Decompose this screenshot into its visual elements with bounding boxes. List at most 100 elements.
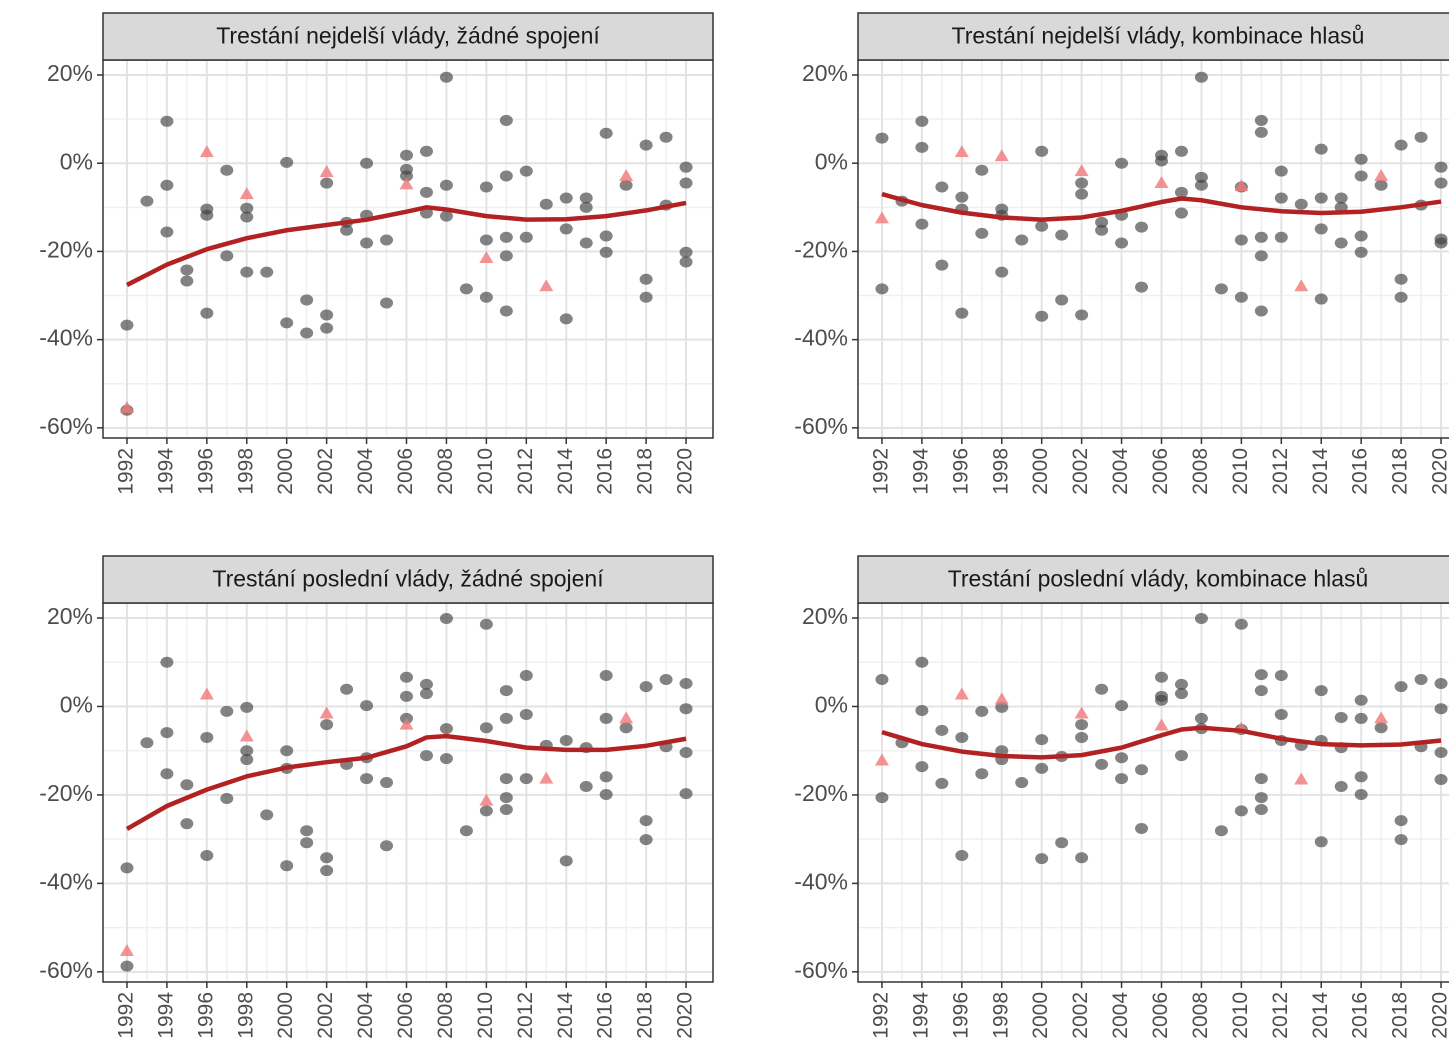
circle-point (1294, 198, 1308, 210)
circle-point (1394, 815, 1408, 827)
x-tick-label: 1994 (909, 448, 932, 495)
x-tick-label: 1992 (870, 992, 893, 1039)
x-tick-label: 2014 (554, 448, 577, 495)
y-tick-label: -20% (39, 780, 93, 806)
circle-point (1394, 291, 1408, 303)
circle-point (619, 179, 633, 191)
circle-point (519, 231, 533, 243)
triangle-point (119, 944, 134, 957)
circle-point (975, 705, 989, 717)
circle-point (1354, 153, 1368, 165)
circle-point (360, 237, 374, 249)
circle-point (499, 792, 513, 804)
circle-point (1334, 712, 1348, 724)
circle-point (499, 773, 513, 785)
circle-point (579, 201, 593, 213)
circle-point (519, 165, 533, 177)
triangle-point (1154, 176, 1169, 189)
circle-point (479, 722, 493, 734)
triangle-point (994, 692, 1009, 705)
x-tick-label: 2010 (1229, 448, 1252, 495)
panel-background (103, 60, 713, 438)
circle-point (639, 815, 653, 827)
y-tick-label: -40% (794, 868, 848, 894)
circle-point (1434, 703, 1448, 715)
circle-point (659, 131, 673, 143)
x-tick-label: 1996 (949, 992, 972, 1039)
circle-point (419, 186, 433, 198)
triangle-point (1374, 169, 1389, 182)
circle-point (400, 170, 414, 182)
circle-point (380, 840, 394, 852)
circle-point (975, 768, 989, 780)
circle-point (915, 141, 929, 153)
circle-point (200, 850, 214, 862)
circle-point (340, 683, 354, 695)
circle-point (579, 781, 593, 793)
triangle-point (319, 165, 334, 178)
circle-point (1334, 237, 1348, 249)
triangle-point (619, 169, 634, 182)
circle-point (1314, 836, 1328, 848)
circle-point (1055, 294, 1069, 306)
circle-point (220, 164, 234, 176)
triangle-point (1294, 279, 1309, 292)
circle-point (639, 291, 653, 303)
circle-point (499, 712, 513, 724)
circle-point (1354, 230, 1368, 242)
circle-point (1254, 250, 1268, 262)
circle-point (180, 779, 194, 791)
circle-point (1214, 283, 1228, 295)
circle-point (679, 256, 693, 268)
x-tick-label: 2004 (1109, 992, 1132, 1039)
circle-point (360, 773, 374, 785)
triangle-point (539, 279, 554, 292)
x-tick-label: 2020 (674, 992, 697, 1039)
circle-point (400, 149, 414, 161)
circle-point (579, 237, 593, 249)
circle-point (160, 115, 174, 127)
circle-point (380, 234, 394, 246)
x-tick-label: 2004 (354, 992, 377, 1039)
circle-point (360, 700, 374, 712)
circle-point (160, 179, 174, 191)
y-tick-label: 20% (802, 60, 848, 86)
y-tick-label: 20% (47, 60, 93, 86)
circle-point (499, 305, 513, 317)
circle-point (1234, 291, 1248, 303)
circle-point (599, 788, 613, 800)
circle-point (499, 685, 513, 697)
triangle-point (479, 251, 494, 264)
triangle-point (954, 687, 969, 700)
circle-point (519, 708, 533, 720)
circle-point (875, 132, 889, 144)
circle-point (1254, 305, 1268, 317)
circle-point (499, 114, 513, 126)
circle-point (1035, 220, 1049, 232)
circle-point (200, 307, 214, 319)
circle-point (1434, 746, 1448, 758)
circle-point (300, 825, 314, 837)
circle-point (439, 179, 453, 191)
circle-point (599, 230, 613, 242)
panel: -60% -40% -20% 0% 20% 1992 1994 1996 1998 2000 200… (39, 555, 714, 1039)
x-tick-label: 1998 (234, 448, 257, 495)
strip-title: Trestání poslední vlády, žádné spojení (212, 566, 604, 592)
circle-point (935, 724, 949, 736)
triangle-point (1074, 706, 1089, 719)
y-tick-label: -40% (39, 325, 93, 351)
circle-point (240, 701, 254, 713)
circle-point (400, 671, 414, 683)
circle-point (300, 294, 314, 306)
circle-point (380, 777, 394, 789)
circle-point (1015, 777, 1029, 789)
circle-point (875, 283, 889, 295)
circle-point (280, 860, 294, 872)
circle-point (479, 618, 493, 630)
circle-point (320, 177, 334, 189)
circle-point (679, 177, 693, 189)
circle-point (1174, 186, 1188, 198)
circle-point (1155, 155, 1169, 167)
x-tick-label: 2016 (1349, 448, 1372, 495)
